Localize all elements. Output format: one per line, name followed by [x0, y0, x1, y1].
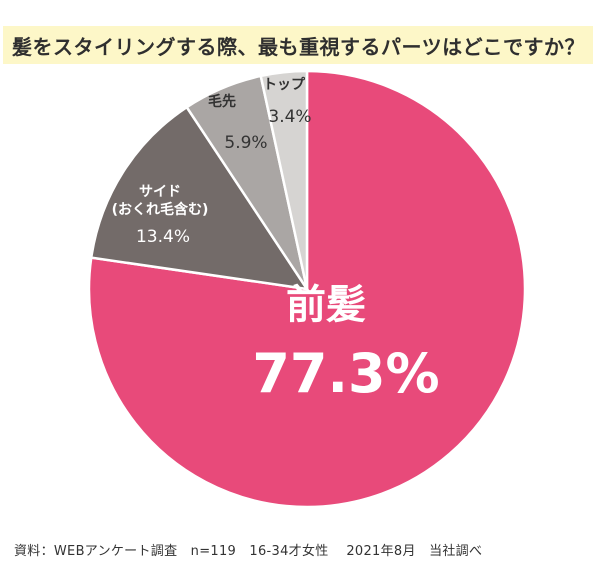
title-band — [3, 26, 593, 64]
slice-value-label: 13.4% — [136, 227, 190, 247]
slice-label: (おくれ毛含む) — [112, 201, 209, 218]
slice-label: トップ — [263, 77, 306, 93]
chart-title: 髪をスタイリングする際、最も重視するパーツはどこですか？ — [12, 35, 585, 59]
slice-label: サイド — [139, 184, 181, 200]
slice-value-label: 3.4% — [268, 107, 311, 127]
pie-slice — [89, 105, 310, 291]
slice-value-label: 5.9% — [224, 133, 267, 153]
slice-label: 毛先 — [208, 93, 236, 110]
source-note: 資料：WEBアンケート調査 n=119 16-34才女性 2021年8月 当社調… — [14, 544, 483, 559]
slice-value-label: 77.3% — [252, 342, 439, 405]
pie-slice — [259, 69, 309, 290]
slice-label: 前髪 — [286, 282, 366, 328]
